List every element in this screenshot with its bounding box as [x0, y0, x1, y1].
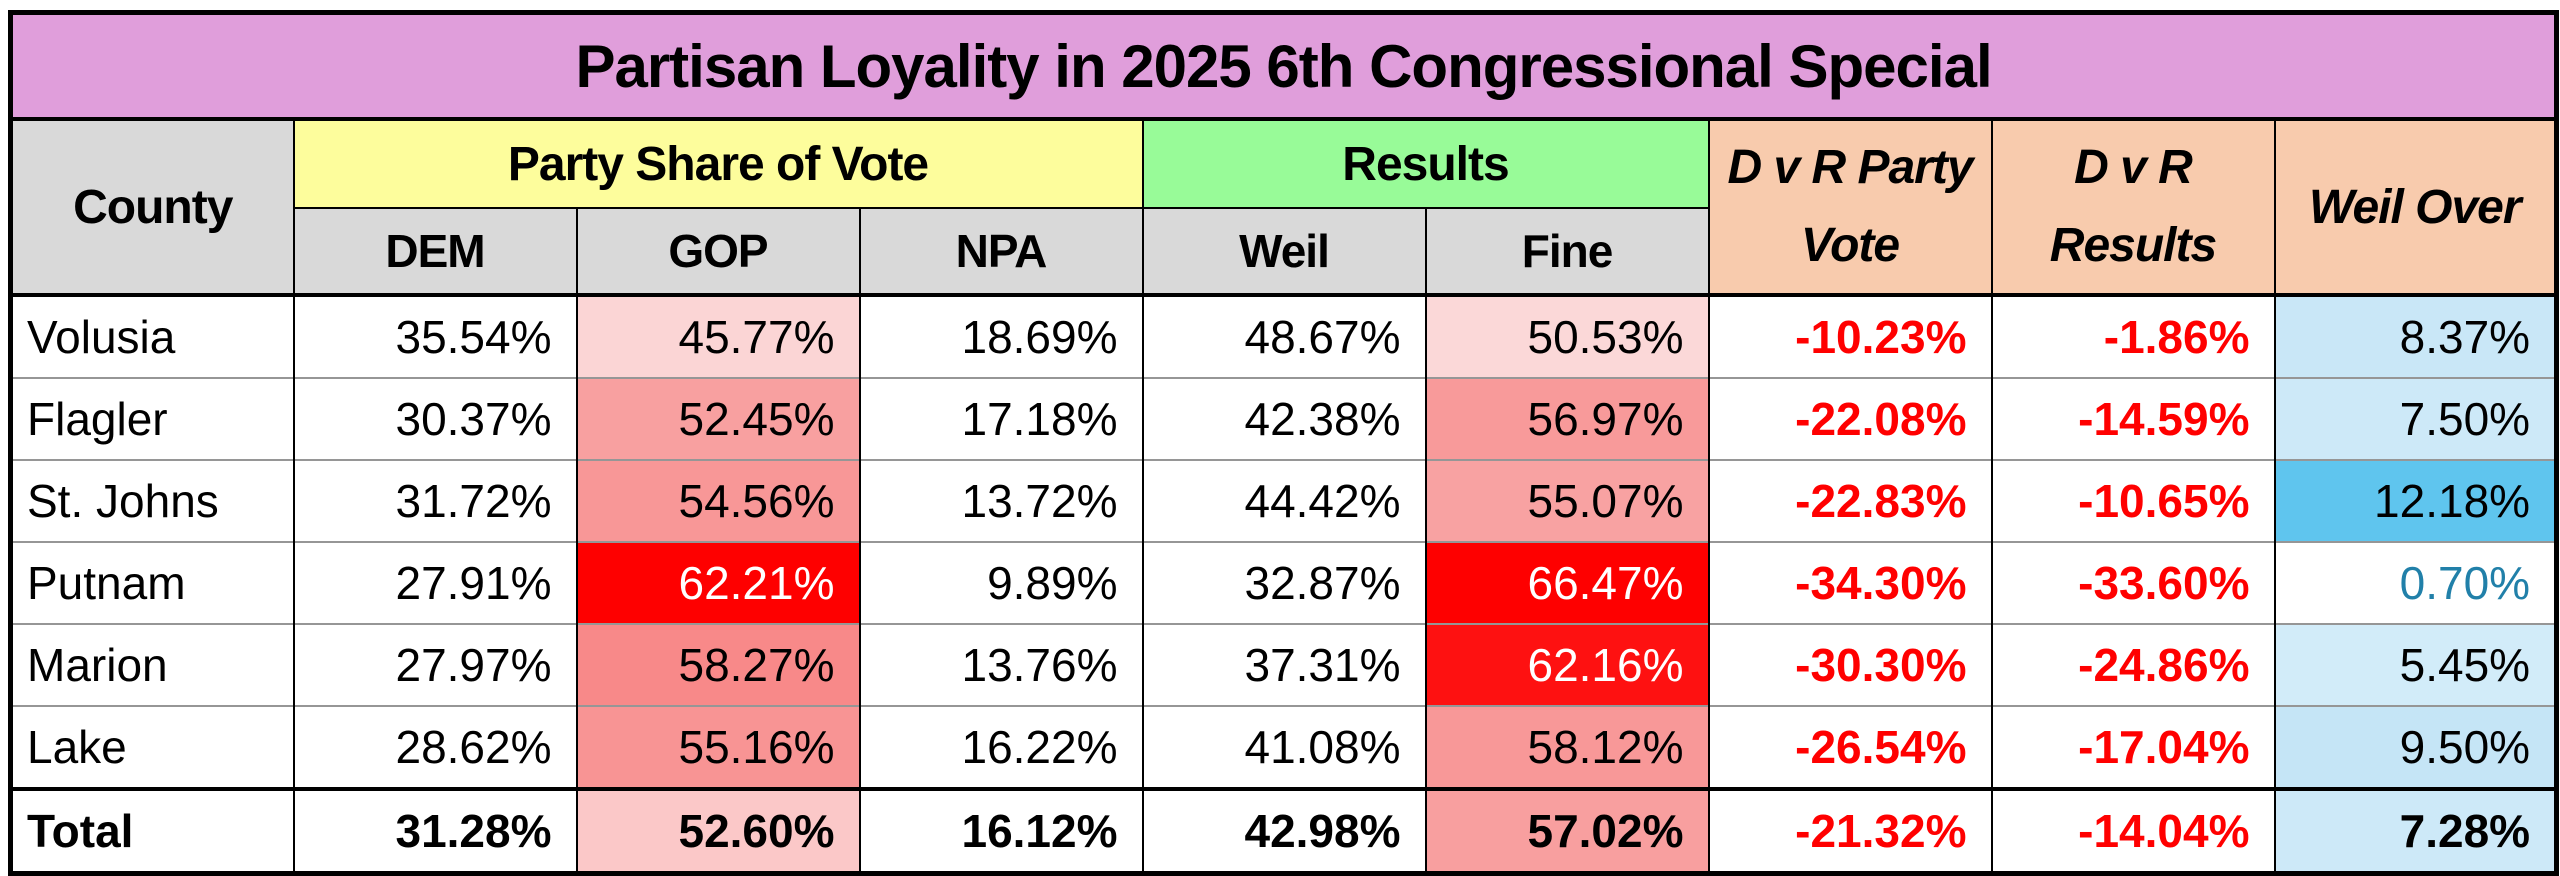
dvr-party-cell: -21.32%: [1707, 787, 1992, 874]
npa-cell: 17.18%: [858, 377, 1143, 460]
dvr-party-cell: -22.08%: [1707, 377, 1992, 460]
header-group-row: County Party Share of Vote Results D v R…: [9, 118, 2558, 296]
gop-cell: 52.45%: [575, 377, 860, 460]
dvr-party-cell: -34.30%: [1707, 541, 1992, 624]
dvr-results-header-line2: Results: [2049, 219, 2217, 272]
table-row-lake: Lake 28.62% 55.16% 16.22% 41.08% 58.12% …: [10, 705, 2557, 789]
npa-cell: 9.89%: [858, 541, 1143, 624]
dem-cell: 30.37%: [292, 377, 577, 460]
gop-column-header: GOP: [575, 207, 861, 296]
npa-cell: 18.69%: [858, 293, 1143, 378]
title-row: Partisan Loyality in 2025 6th Congressio…: [10, 12, 2557, 121]
weil-over-cell: 0.70%: [2273, 541, 2557, 624]
county-cell: Flagler: [10, 377, 294, 460]
gop-cell: 62.21%: [575, 541, 860, 624]
dvr-results-cell: -24.86%: [1990, 623, 2275, 706]
results-group-header: Results: [1141, 118, 1710, 209]
weil-cell: 44.42%: [1141, 459, 1426, 542]
gop-cell: 58.27%: [575, 623, 860, 706]
fine-cell: 57.02%: [1424, 787, 1709, 874]
dvr-party-vote-header: D v R Party Vote: [1707, 118, 1993, 296]
header-sub-row: DEM GOP NPA Weil Fine: [11, 207, 2557, 296]
dem-cell: 31.28%: [292, 787, 577, 874]
party-share-group-header: Party Share of Vote: [292, 118, 1144, 209]
weil-over-header: Weil Over: [2273, 118, 2558, 296]
dvr-party-cell: -30.30%: [1707, 623, 1992, 706]
dvr-party-cell: -10.23%: [1707, 293, 1992, 378]
weil-over-cell: 7.50%: [2273, 377, 2557, 460]
dvr-results-cell: -17.04%: [1990, 705, 2275, 789]
county-cell: Putnam: [10, 541, 294, 624]
npa-column-header: NPA: [858, 207, 1144, 296]
dvr-party-vote-header-line2: Vote: [1800, 219, 1900, 272]
weil-cell: 42.98%: [1141, 787, 1426, 874]
dem-cell: 27.97%: [292, 623, 577, 706]
weil-over-cell: 9.50%: [2273, 705, 2557, 789]
fine-cell: 55.07%: [1424, 459, 1709, 542]
dem-cell: 35.54%: [292, 293, 577, 378]
county-cell: Lake: [10, 705, 294, 789]
gop-cell: 52.60%: [575, 787, 860, 874]
weil-cell: 42.38%: [1141, 377, 1426, 460]
partisan-loyalty-table: Partisan Loyality in 2025 6th Congressio…: [8, 10, 2560, 876]
gop-cell: 54.56%: [575, 459, 860, 542]
npa-cell: 16.22%: [858, 705, 1143, 789]
fine-cell: 58.12%: [1424, 705, 1709, 789]
npa-cell: 13.72%: [858, 459, 1143, 542]
dvr-results-cell: -33.60%: [1990, 541, 2275, 624]
dem-column-header: DEM: [292, 207, 578, 296]
dem-cell: 28.62%: [292, 705, 577, 789]
county-cell: Volusia: [10, 293, 294, 378]
weil-cell: 32.87%: [1141, 541, 1426, 624]
weil-over-cell: 5.45%: [2273, 623, 2557, 706]
county-cell: Total: [10, 787, 294, 874]
npa-cell: 13.76%: [858, 623, 1143, 706]
fine-cell: 66.47%: [1424, 541, 1709, 624]
dvr-party-cell: -26.54%: [1707, 705, 1992, 789]
fine-cell: 56.97%: [1424, 377, 1709, 460]
weil-over-cell: 7.28%: [2273, 787, 2557, 874]
weil-cell: 37.31%: [1141, 623, 1426, 706]
dvr-results-header-line1: D v R: [2074, 141, 2193, 194]
dem-cell: 27.91%: [292, 541, 577, 624]
dem-cell: 31.72%: [292, 459, 577, 542]
weil-over-cell: 12.18%: [2273, 459, 2557, 542]
dvr-results-cell: -10.65%: [1990, 459, 2275, 542]
fine-column-header: Fine: [1424, 207, 1710, 296]
weil-column-header: Weil: [1141, 207, 1427, 296]
gop-cell: 45.77%: [575, 293, 860, 378]
dvr-results-cell: -14.04%: [1990, 787, 2275, 874]
dvr-results-cell: -14.59%: [1990, 377, 2275, 460]
county-cell: Marion: [10, 623, 294, 706]
county-column-header: County: [9, 118, 295, 296]
table-row-volusia: Volusia 35.54% 45.77% 18.69% 48.67% 50.5…: [10, 293, 2557, 378]
page-title: Partisan Loyality in 2025 6th Congressio…: [10, 12, 2557, 121]
weil-cell: 48.67%: [1141, 293, 1426, 378]
dvr-results-header: D v R Results: [1990, 118, 2276, 296]
dvr-results-cell: -1.86%: [1990, 293, 2275, 378]
dvr-party-cell: -22.83%: [1707, 459, 1992, 542]
county-cell: St. Johns: [10, 459, 294, 542]
table-row-flagler: Flagler 30.37% 52.45% 17.18% 42.38% 56.9…: [10, 377, 2557, 460]
weil-cell: 41.08%: [1141, 705, 1426, 789]
npa-cell: 16.12%: [858, 787, 1143, 874]
table-row-marion: Marion 27.97% 58.27% 13.76% 37.31% 62.16…: [10, 623, 2557, 706]
table-row-st-johns: St. Johns 31.72% 54.56% 13.72% 44.42% 55…: [10, 459, 2557, 542]
table-row-putnam: Putnam 27.91% 62.21% 9.89% 32.87% 66.47%…: [10, 541, 2557, 624]
dvr-party-vote-header-line1: D v R Party: [1727, 141, 1973, 194]
gop-cell: 55.16%: [575, 705, 860, 789]
fine-cell: 50.53%: [1424, 293, 1709, 378]
weil-over-cell: 8.37%: [2273, 293, 2557, 378]
fine-cell: 62.16%: [1424, 623, 1709, 706]
table-row-total: Total 31.28% 52.60% 16.12% 42.98% 57.02%…: [10, 787, 2557, 874]
